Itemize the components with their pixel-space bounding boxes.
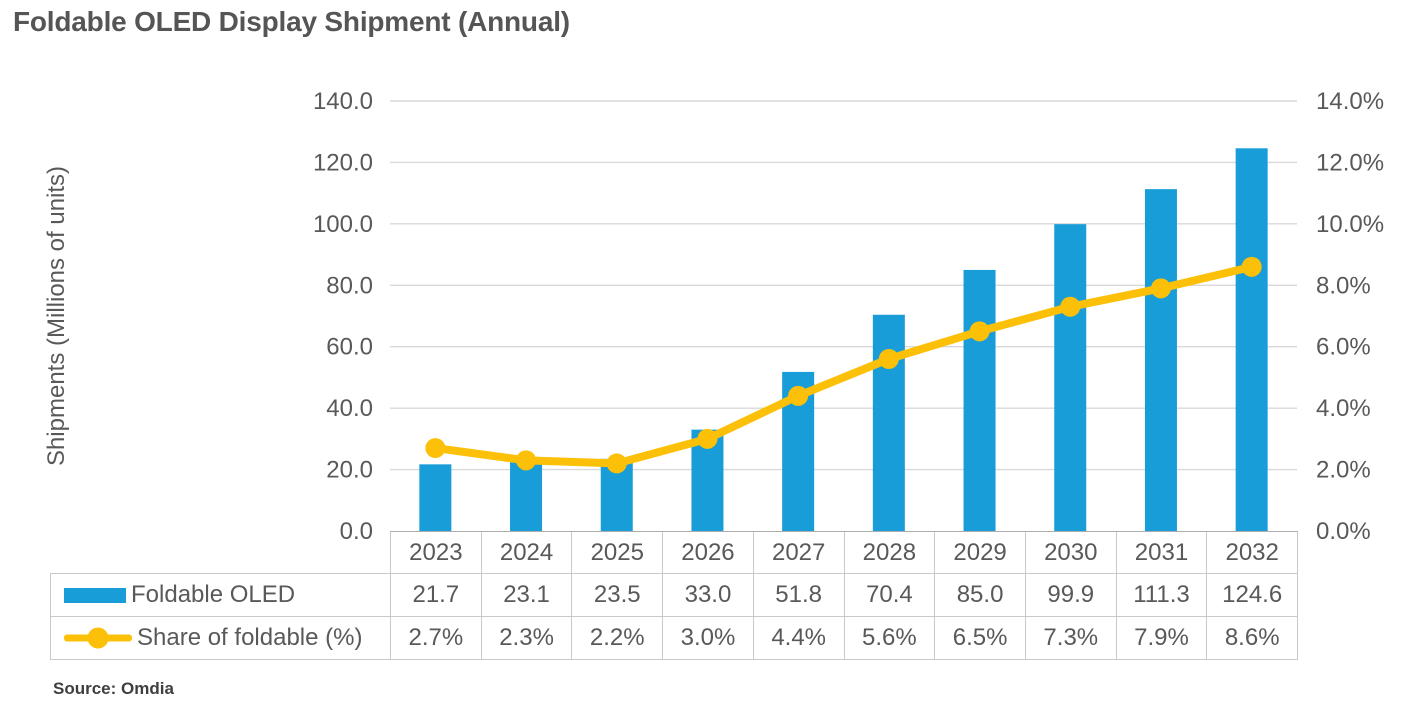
line-marker-2026 bbox=[697, 428, 718, 449]
left-axis-tick: 20.0 bbox=[326, 457, 373, 484]
bar-2024 bbox=[510, 460, 543, 531]
right-axis-tick: 10.0% bbox=[1316, 211, 1384, 238]
foldable-oled-value-2023: 21.7 bbox=[390, 574, 481, 616]
foldable-oled-value-2031: 111.3 bbox=[1115, 574, 1207, 616]
line-marker-2027 bbox=[788, 385, 809, 406]
left-axis-tick: 80.0 bbox=[326, 272, 373, 299]
line-marker-2025 bbox=[606, 453, 627, 474]
line-marker-2023 bbox=[425, 438, 446, 459]
year-cell-2026: 2026 bbox=[662, 532, 753, 573]
line-marker-2024 bbox=[516, 450, 537, 471]
foldable-oled-value-2026: 33.0 bbox=[662, 574, 753, 616]
right-axis-tick: 12.0% bbox=[1316, 149, 1384, 176]
line-marker-2031 bbox=[1150, 278, 1171, 299]
line-series-swatch-icon bbox=[64, 627, 132, 649]
foldable-oled-value-2028: 70.4 bbox=[843, 574, 935, 616]
legend-label-foldable-oled: Foldable OLED bbox=[131, 581, 296, 608]
share-value-2029: 6.5% bbox=[934, 617, 1025, 659]
right-axis-tick: 8.0% bbox=[1316, 272, 1371, 299]
share-value-2027: 4.4% bbox=[752, 617, 844, 659]
left-axis-tick: 120.0 bbox=[313, 149, 373, 176]
right-axis-tick: 2.0% bbox=[1316, 457, 1371, 484]
bar-2028 bbox=[872, 314, 905, 531]
foldable-oled-value-2030: 99.9 bbox=[1024, 574, 1116, 616]
bar-2030 bbox=[1054, 224, 1087, 531]
right-axis-tick: 6.0% bbox=[1316, 334, 1371, 361]
foldable-oled-value-2029: 85.0 bbox=[934, 574, 1025, 616]
left-axis-tick: 140.0 bbox=[313, 88, 373, 115]
year-cell-2032: 2032 bbox=[1206, 532, 1297, 573]
line-marker-2028 bbox=[878, 349, 899, 369]
bar-2029 bbox=[963, 269, 996, 531]
share-value-2023: 2.7% bbox=[390, 617, 481, 659]
bar-2023 bbox=[419, 464, 452, 531]
right-axis-tick: 4.0% bbox=[1316, 395, 1371, 422]
chart-title: Foldable OLED Display Shipment (Annual) bbox=[13, 6, 570, 37]
share-value-2028: 5.6% bbox=[843, 617, 935, 659]
right-axis-tick: 0.0% bbox=[1316, 518, 1371, 545]
bar-series-swatch-icon bbox=[64, 587, 126, 603]
right-axis-tick: 14.0% bbox=[1316, 88, 1384, 115]
x-axis-years-row: 2023 2024 2025 2026 2027 2028 2029 2030 2031 2032 bbox=[390, 531, 1298, 574]
bar-2031 bbox=[1144, 189, 1177, 531]
legend-label-share-of-foldable: Share of foldable (%) bbox=[137, 624, 363, 651]
line-marker-2032 bbox=[1241, 256, 1262, 277]
left-axis-tick: 60.0 bbox=[326, 334, 373, 361]
bar-2032 bbox=[1235, 148, 1268, 532]
year-cell-2025: 2025 bbox=[571, 532, 662, 573]
year-cell-2027: 2027 bbox=[752, 532, 844, 573]
left-axis-tick: 40.0 bbox=[326, 395, 373, 422]
legend-item-foldable-oled: Foldable OLED bbox=[51, 574, 390, 616]
year-cell-2031: 2031 bbox=[1115, 532, 1207, 573]
share-value-2024: 2.3% bbox=[480, 617, 572, 659]
line-marker-2030 bbox=[1060, 296, 1081, 317]
foldable-oled-value-2025: 23.5 bbox=[571, 574, 662, 616]
share-value-2031: 7.9% bbox=[1115, 617, 1207, 659]
left-axis-tick: 100.0 bbox=[313, 211, 373, 238]
year-cell-2029: 2029 bbox=[934, 532, 1025, 573]
year-cell-2024: 2024 bbox=[480, 532, 572, 573]
table-row-foldable-oled: Foldable OLED 21.7 23.1 23.5 33.0 51.8 70.4 85… bbox=[50, 573, 1298, 617]
share-value-2032: 8.6% bbox=[1206, 617, 1297, 659]
share-of-foldable-line bbox=[431, 262, 1256, 468]
share-value-2026: 3.0% bbox=[662, 617, 753, 659]
line-swatch-marker bbox=[87, 627, 109, 649]
share-values-cells: 2.7% 2.3% 2.2% 3.0% 4.4% 5.6% 6.5% 7.3% 7.9% 8.6% bbox=[390, 617, 1297, 659]
table-row-share-of-foldable: Share of foldable (%) 2.7% 2.3% 2.2% 3.0% 4.… bbox=[50, 616, 1298, 660]
year-cell-2030: 2030 bbox=[1024, 532, 1116, 573]
share-value-2030: 7.3% bbox=[1024, 617, 1116, 659]
year-cell-2023: 2023 bbox=[409, 538, 463, 566]
bar-values-cells: 21.7 23.1 23.5 33.0 51.8 70.4 85.0 99.9 111.3 124… bbox=[390, 574, 1297, 616]
left-axis-tick: 0.0 bbox=[340, 518, 373, 545]
legend-item-share-of-foldable: Share of foldable (%) bbox=[51, 617, 390, 659]
share-value-2025: 2.2% bbox=[571, 617, 662, 659]
line-marker-2029 bbox=[969, 321, 990, 342]
year-cell-2028: 2028 bbox=[843, 532, 935, 573]
foldable-oled-value-2027: 51.8 bbox=[752, 574, 844, 616]
foldable-oled-value-2032: 124.6 bbox=[1206, 574, 1297, 616]
source-note: Source: Omdia bbox=[53, 679, 174, 698]
foldable-oled-value-2024: 23.1 bbox=[480, 574, 572, 616]
